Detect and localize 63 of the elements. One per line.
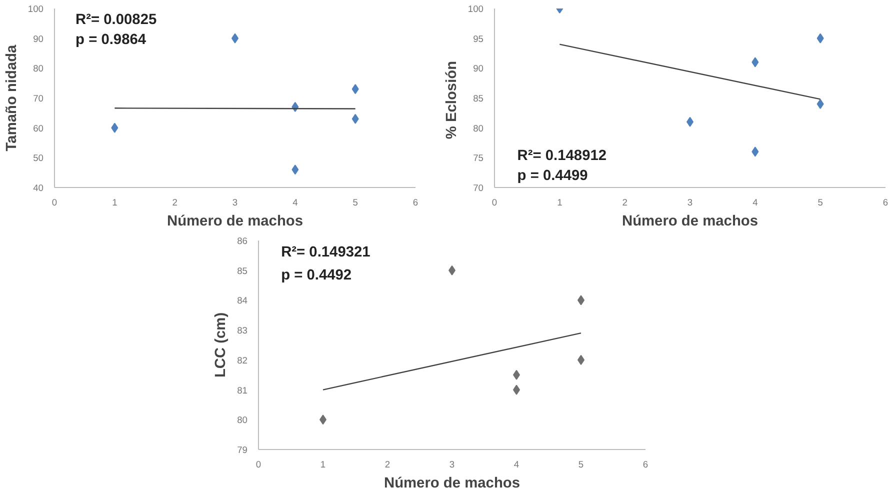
y-tick-label: 80: [237, 415, 248, 426]
y-tick-label: 79: [237, 445, 248, 455]
y-axis-title: Tamaño nidada: [4, 44, 20, 152]
y-tick-label: 84: [237, 296, 248, 306]
x-tick-label: 4: [752, 198, 758, 208]
point: [352, 84, 359, 94]
annotation: R²= 0.00825: [76, 12, 157, 28]
x-tick-label: 0: [256, 460, 262, 470]
y-tick-label: 100: [28, 4, 44, 14]
point: [816, 33, 824, 44]
y-tick-label: 60: [33, 123, 44, 134]
annotation: p = 0.4499: [517, 168, 588, 184]
y-tick-label: 70: [473, 183, 484, 193]
x-tick-label: 2: [622, 198, 628, 208]
y-axis-title: % Eclosión: [444, 60, 460, 140]
x-tick-label: 3: [687, 198, 693, 208]
y-tick-label: 81: [237, 385, 248, 396]
x-tick-label: 0: [52, 198, 58, 208]
x-tick-label: 4: [292, 198, 298, 208]
y-axis-title: LCC (cm): [213, 312, 230, 378]
y-tick-label: 100: [468, 4, 484, 14]
y-tick-label: 85: [237, 266, 248, 276]
y-tick-label: 86: [237, 236, 248, 246]
y-tick-label: 70: [33, 94, 44, 104]
annotation: R²= 0.148912: [517, 148, 607, 164]
y-tick-label: 90: [33, 34, 44, 44]
point: [111, 122, 118, 133]
y-tick-label: 40: [33, 183, 44, 193]
y-tick-label: 85: [473, 94, 484, 104]
y-tick-label: 75: [473, 153, 484, 164]
y-tick-label: 80: [473, 123, 484, 134]
point: [752, 146, 759, 157]
annotation: p = 0.4492: [281, 268, 352, 284]
annotation: R²= 0.149321: [281, 244, 370, 261]
x-tick-label: 5: [818, 198, 823, 208]
x-tick-label: 0: [492, 198, 498, 208]
point: [752, 57, 759, 68]
x-axis-title: Número de machos: [384, 476, 520, 492]
x-tick-label: 4: [514, 460, 520, 470]
point: [292, 164, 299, 175]
point: [352, 114, 359, 124]
y-tick-label: 50: [33, 153, 44, 164]
x-tick-label: 1: [112, 198, 118, 208]
x-tick-label: 2: [384, 460, 390, 470]
y-tick-label: 82: [237, 355, 248, 366]
point: [816, 98, 824, 109]
x-tick-label: 5: [352, 198, 358, 208]
x-tick-label: 5: [578, 460, 584, 470]
x-axis-title: Número de machos: [166, 214, 304, 230]
y-tick-label: 83: [237, 326, 248, 336]
x-tick-label: 6: [882, 198, 888, 208]
x-tick-label: 1: [557, 198, 562, 208]
x-tick-label: 6: [642, 460, 648, 470]
annotation: p = 0.9864: [76, 32, 147, 48]
x-tick-label: 2: [172, 198, 178, 208]
x-tick-label: 3: [449, 460, 455, 470]
y-tick-label: 80: [33, 64, 44, 74]
y-tick-label: 95: [473, 34, 484, 44]
x-tick-label: 3: [232, 198, 238, 208]
y-tick-label: 90: [473, 64, 484, 74]
x-tick-label: 1: [320, 460, 326, 470]
x-tick-label: 6: [412, 198, 418, 208]
x-axis-title: Número de machos: [622, 214, 758, 230]
